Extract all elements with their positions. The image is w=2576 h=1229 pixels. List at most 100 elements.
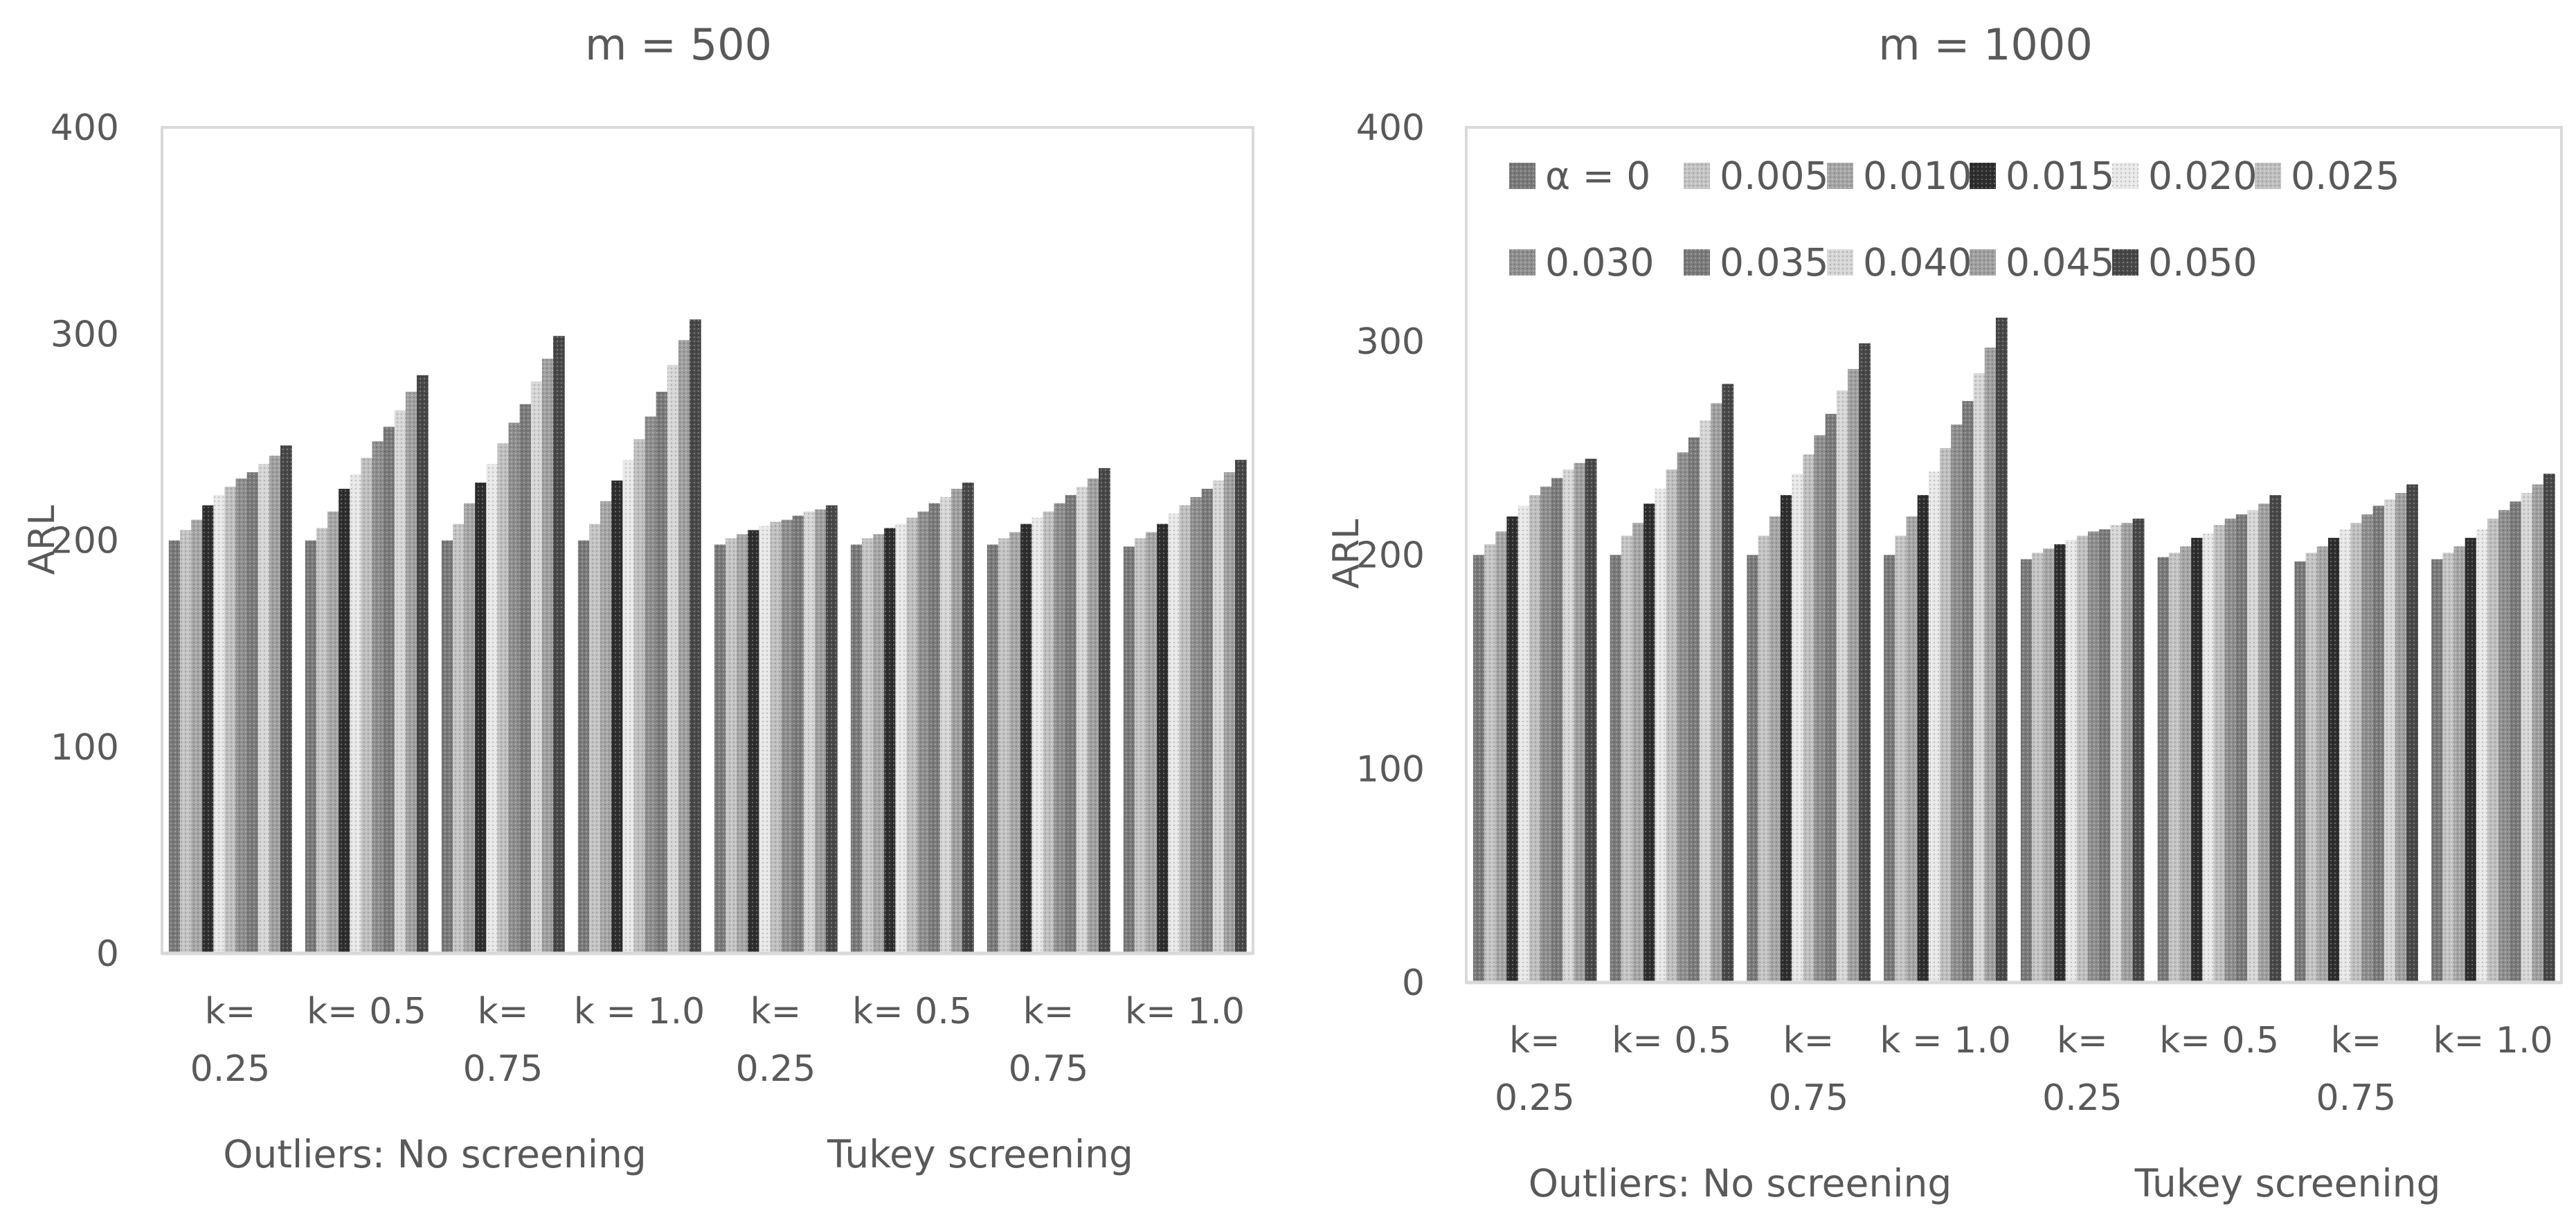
bar bbox=[452, 523, 465, 953]
bar bbox=[372, 441, 384, 953]
bar bbox=[1235, 460, 1247, 953]
bar bbox=[1146, 532, 1158, 953]
bar bbox=[1009, 532, 1021, 953]
bar bbox=[1643, 503, 1655, 983]
bar bbox=[873, 534, 885, 953]
bar bbox=[2099, 529, 2111, 983]
legend-swatch bbox=[1970, 163, 1996, 189]
bar bbox=[1632, 523, 1644, 983]
bar bbox=[656, 391, 668, 953]
y-axis-label: ARL bbox=[1326, 519, 1367, 589]
bar bbox=[2132, 519, 2145, 983]
y-tick-label: 100 bbox=[1356, 748, 1425, 790]
x-tick-label: k= 0.5 bbox=[307, 991, 426, 1032]
bar bbox=[2350, 523, 2363, 983]
bar bbox=[1859, 343, 1871, 983]
x-tick-label: k= bbox=[1509, 1020, 1560, 1061]
bar bbox=[417, 375, 429, 953]
x-tick-label: k= 0.5 bbox=[852, 991, 972, 1032]
x-tick-label: 0.75 bbox=[463, 1048, 543, 1090]
y-tick-label: 300 bbox=[51, 314, 119, 355]
bar bbox=[678, 340, 690, 953]
bar bbox=[1688, 437, 1700, 983]
y-tick-label: 400 bbox=[51, 107, 119, 149]
bar bbox=[394, 410, 406, 953]
bar bbox=[383, 427, 395, 953]
y-tick-label: 200 bbox=[1356, 535, 1425, 577]
legend-swatch bbox=[2112, 249, 2138, 276]
bar bbox=[770, 521, 782, 953]
bar bbox=[1099, 468, 1110, 953]
legend-swatch bbox=[2255, 163, 2281, 189]
x-axis-group-labels: Outliers: No screening Tukey screening bbox=[223, 1132, 1133, 1176]
bar bbox=[1032, 517, 1044, 953]
x-tick-label: k= 1.0 bbox=[2433, 1020, 2553, 1061]
x-group-label: Tukey screening bbox=[2134, 1161, 2441, 1205]
x-tick-label: k= bbox=[478, 991, 529, 1032]
bar bbox=[1973, 373, 1985, 983]
x-tick-label: k= bbox=[1783, 1020, 1835, 1061]
bar bbox=[224, 486, 237, 953]
bar bbox=[2157, 557, 2170, 983]
bar bbox=[2191, 537, 2203, 983]
x-tick-label: 0.25 bbox=[190, 1048, 271, 1090]
x-tick-label: k= bbox=[750, 991, 802, 1032]
bar bbox=[2327, 537, 2340, 983]
bar bbox=[2224, 519, 2237, 983]
chart-title: m = 500 bbox=[585, 19, 772, 70]
bar bbox=[246, 472, 259, 953]
bar bbox=[759, 526, 771, 953]
legend-swatch bbox=[2112, 163, 2138, 189]
bar bbox=[1540, 486, 1552, 983]
legend-label: 0.020 bbox=[2148, 154, 2257, 198]
bar bbox=[803, 511, 816, 953]
bar bbox=[600, 501, 612, 953]
bar bbox=[1190, 496, 1203, 953]
bar bbox=[998, 538, 1010, 953]
legend-label: 0.005 bbox=[1720, 154, 1828, 198]
bar bbox=[2498, 510, 2510, 983]
legend-swatch bbox=[1827, 163, 1853, 189]
bar bbox=[622, 460, 635, 953]
x-tick-label: k = 1.0 bbox=[1880, 1020, 2010, 1061]
bar bbox=[1201, 488, 1214, 953]
bar bbox=[269, 456, 281, 953]
bar bbox=[917, 511, 930, 953]
bar bbox=[1506, 516, 1519, 983]
bar bbox=[1574, 463, 1586, 983]
x-tick-label: k= 0.5 bbox=[2159, 1020, 2279, 1061]
bar bbox=[1134, 538, 1146, 953]
bar bbox=[951, 488, 963, 953]
bar bbox=[497, 443, 510, 953]
bar bbox=[2065, 539, 2078, 983]
bar bbox=[861, 538, 874, 953]
bar bbox=[2087, 531, 2100, 983]
legend-label: 0.050 bbox=[2148, 240, 2257, 285]
x-group-label: Outliers: No screening bbox=[1529, 1161, 1952, 1205]
bar bbox=[464, 503, 476, 953]
bar bbox=[1803, 454, 1815, 983]
bar bbox=[168, 540, 181, 953]
bar bbox=[327, 511, 339, 953]
x-tick-label: 0.75 bbox=[1768, 1077, 1848, 1119]
bar bbox=[2431, 559, 2443, 983]
bar bbox=[2258, 503, 2271, 983]
legend-label: α = 0 bbox=[1545, 154, 1650, 198]
bar bbox=[1700, 420, 1711, 983]
y-axis-ticks: 0 100 200 300 400 bbox=[1356, 107, 1425, 1004]
y-tick-label: 400 bbox=[1356, 107, 1425, 149]
bar bbox=[987, 544, 999, 953]
x-tick-label: 0.75 bbox=[2316, 1077, 2396, 1119]
legend-swatch bbox=[1509, 163, 1535, 189]
bar bbox=[2110, 525, 2123, 983]
legend-swatch bbox=[1684, 163, 1710, 189]
legend-swatch bbox=[1509, 249, 1535, 276]
bar bbox=[2202, 533, 2215, 983]
x-axis-tick-labels: k= 0.25 k= 0.5 k= 0.75 k = 1.0 k= 0.25 k= 0.5 k= 0… bbox=[1495, 1020, 2553, 1119]
x-tick-label: 0.25 bbox=[2042, 1077, 2123, 1119]
bar bbox=[1157, 523, 1169, 953]
chart-title: m = 1000 bbox=[1878, 19, 2093, 70]
bars bbox=[168, 319, 1247, 954]
